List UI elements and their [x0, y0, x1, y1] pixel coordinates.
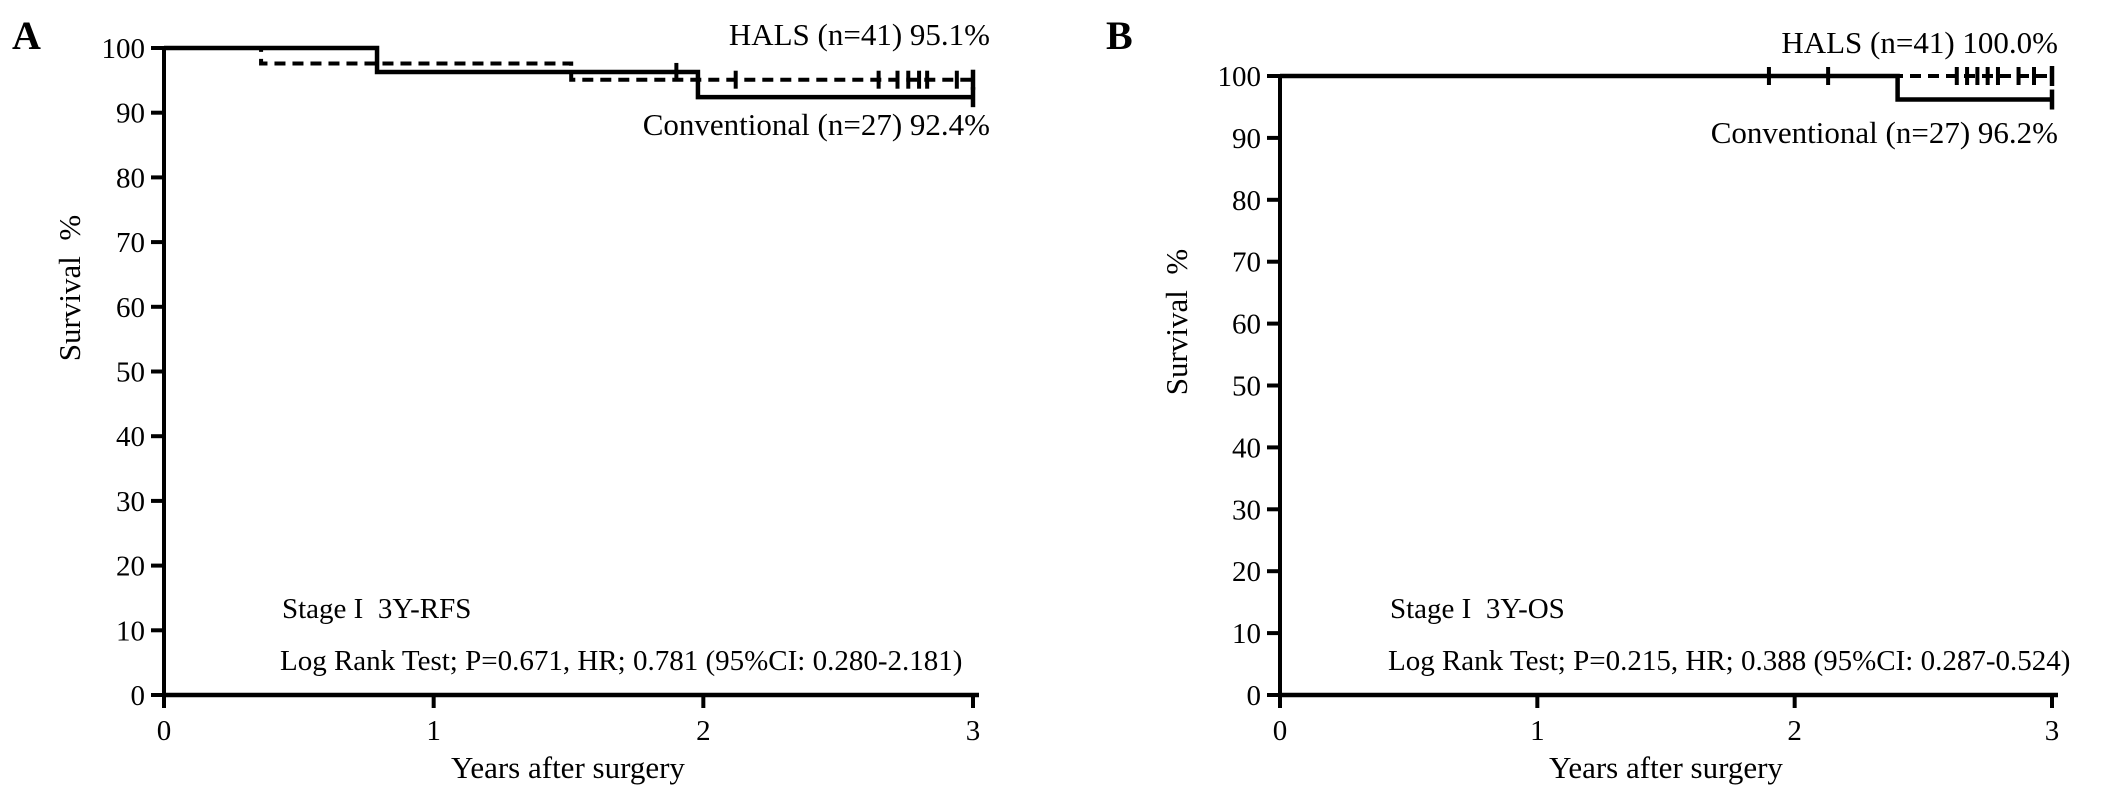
y-axis-tick-label: 80: [1232, 185, 1261, 217]
x-axis-tick-label: 1: [426, 715, 441, 747]
panel-a-legend-hals: HALS (n=41) 95.1%: [728, 17, 990, 52]
panel-b-stage-annotation: Stage I 3Y-OS: [1390, 593, 1565, 625]
x-axis-tick-label: 0: [1273, 715, 1288, 747]
x-axis-tick-label: 2: [696, 715, 711, 747]
panel-b-legend-conventional: Conventional (n=27) 96.2%: [1710, 115, 2058, 150]
y-axis-tick-label: 50: [116, 357, 145, 389]
y-axis-tick-label: 80: [116, 162, 145, 194]
y-axis-tick-label: 20: [1232, 556, 1261, 588]
y-axis-tick-label: 0: [1247, 680, 1262, 712]
y-axis-tick-label: 40: [1232, 432, 1261, 464]
panel-b-logrank-annotation: Log Rank Test; P=0.215, HR; 0.388 (95%CI…: [1388, 645, 2071, 677]
x-axis-tick-label: 3: [966, 715, 981, 747]
y-axis-tick-label: 40: [116, 421, 145, 453]
x-axis-tick-label: 3: [2045, 715, 2060, 747]
x-axis-tick-label: 2: [1787, 715, 1802, 747]
panel-a-x-axis-title: Years after surgery: [451, 750, 685, 785]
y-axis-tick-label: 10: [1232, 618, 1261, 650]
panel-a-legend-conventional: Conventional (n=27) 92.4%: [642, 107, 990, 142]
y-axis-tick-label: 60: [1232, 309, 1261, 341]
panel-b-legend-hals: HALS (n=41) 100.0%: [1781, 25, 2058, 60]
y-axis-tick-label: 70: [116, 227, 145, 259]
y-axis-tick-label: 20: [116, 551, 145, 583]
y-axis-tick-label: 100: [102, 33, 146, 65]
panel-b-label: B: [1106, 13, 1133, 58]
survival-curve-conventional: [164, 45, 973, 100]
x-axis-tick-label: 0: [157, 715, 172, 747]
y-axis-tick-label: 10: [116, 615, 145, 647]
y-axis-tick-label: 0: [131, 680, 146, 712]
y-axis-tick-label: 60: [116, 292, 145, 324]
y-axis-tick-label: 30: [116, 486, 145, 518]
y-axis-tick-label: 50: [1232, 371, 1261, 403]
panel-a-label: A: [12, 13, 41, 58]
panel-a-y-axis-title: Survival %: [52, 214, 87, 362]
y-axis-tick-label: 30: [1232, 494, 1261, 526]
y-axis-tick-label: 90: [116, 98, 145, 130]
survival-curve-conventional: [1280, 73, 2052, 102]
panel-b-y-axis-title: Survival %: [1159, 248, 1194, 396]
panel-a-logrank-annotation: Log Rank Test; P=0.671, HR; 0.781 (95%CI…: [280, 645, 963, 677]
x-axis-tick-label: 1: [1530, 715, 1545, 747]
y-axis-tick-label: 90: [1232, 123, 1261, 155]
panel-b-x-axis-title: Years after surgery: [1549, 750, 1783, 785]
panel-a-stage-annotation: Stage I 3Y-RFS: [282, 593, 472, 625]
survival-curve-hals: [164, 46, 973, 82]
y-axis-tick-label: 100: [1218, 61, 1262, 93]
y-axis-tick-label: 70: [1232, 247, 1261, 279]
